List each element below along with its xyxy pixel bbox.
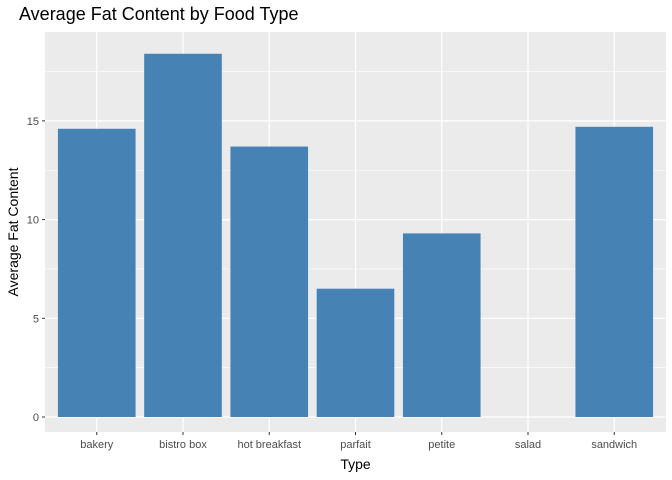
- x-tick-label: parfait: [340, 439, 371, 451]
- y-tick-label: 0: [33, 412, 39, 424]
- bar-parfait: [316, 288, 395, 417]
- bar-petite: [402, 233, 481, 417]
- y-tick-label: 15: [27, 116, 39, 128]
- bar-sandwich: [575, 126, 654, 417]
- bar-hot-breakfast: [230, 146, 309, 417]
- x-tick-label: bistro box: [159, 439, 207, 451]
- y-tick-label: 10: [27, 215, 39, 227]
- y-axis-title: Average Fat Content: [5, 167, 21, 296]
- bars: [57, 53, 654, 417]
- bar-bistro-box: [144, 53, 222, 417]
- x-tick-label: sandwich: [591, 439, 637, 451]
- x-tick-label: bakery: [80, 439, 114, 451]
- x-axis-ticks: bakery bistro box hot breakfast parfait peti…: [80, 432, 637, 451]
- x-axis-title: Type: [340, 456, 371, 472]
- y-tick-label: 5: [33, 313, 39, 325]
- x-tick-label: petite: [428, 439, 455, 451]
- bar-bakery: [57, 128, 136, 417]
- x-tick-label: hot breakfast: [237, 439, 301, 451]
- x-tick-label: salad: [515, 439, 541, 451]
- y-axis-ticks: 0 5 10 15: [27, 116, 45, 424]
- chart-title: Average Fat Content by Food Type: [19, 4, 299, 24]
